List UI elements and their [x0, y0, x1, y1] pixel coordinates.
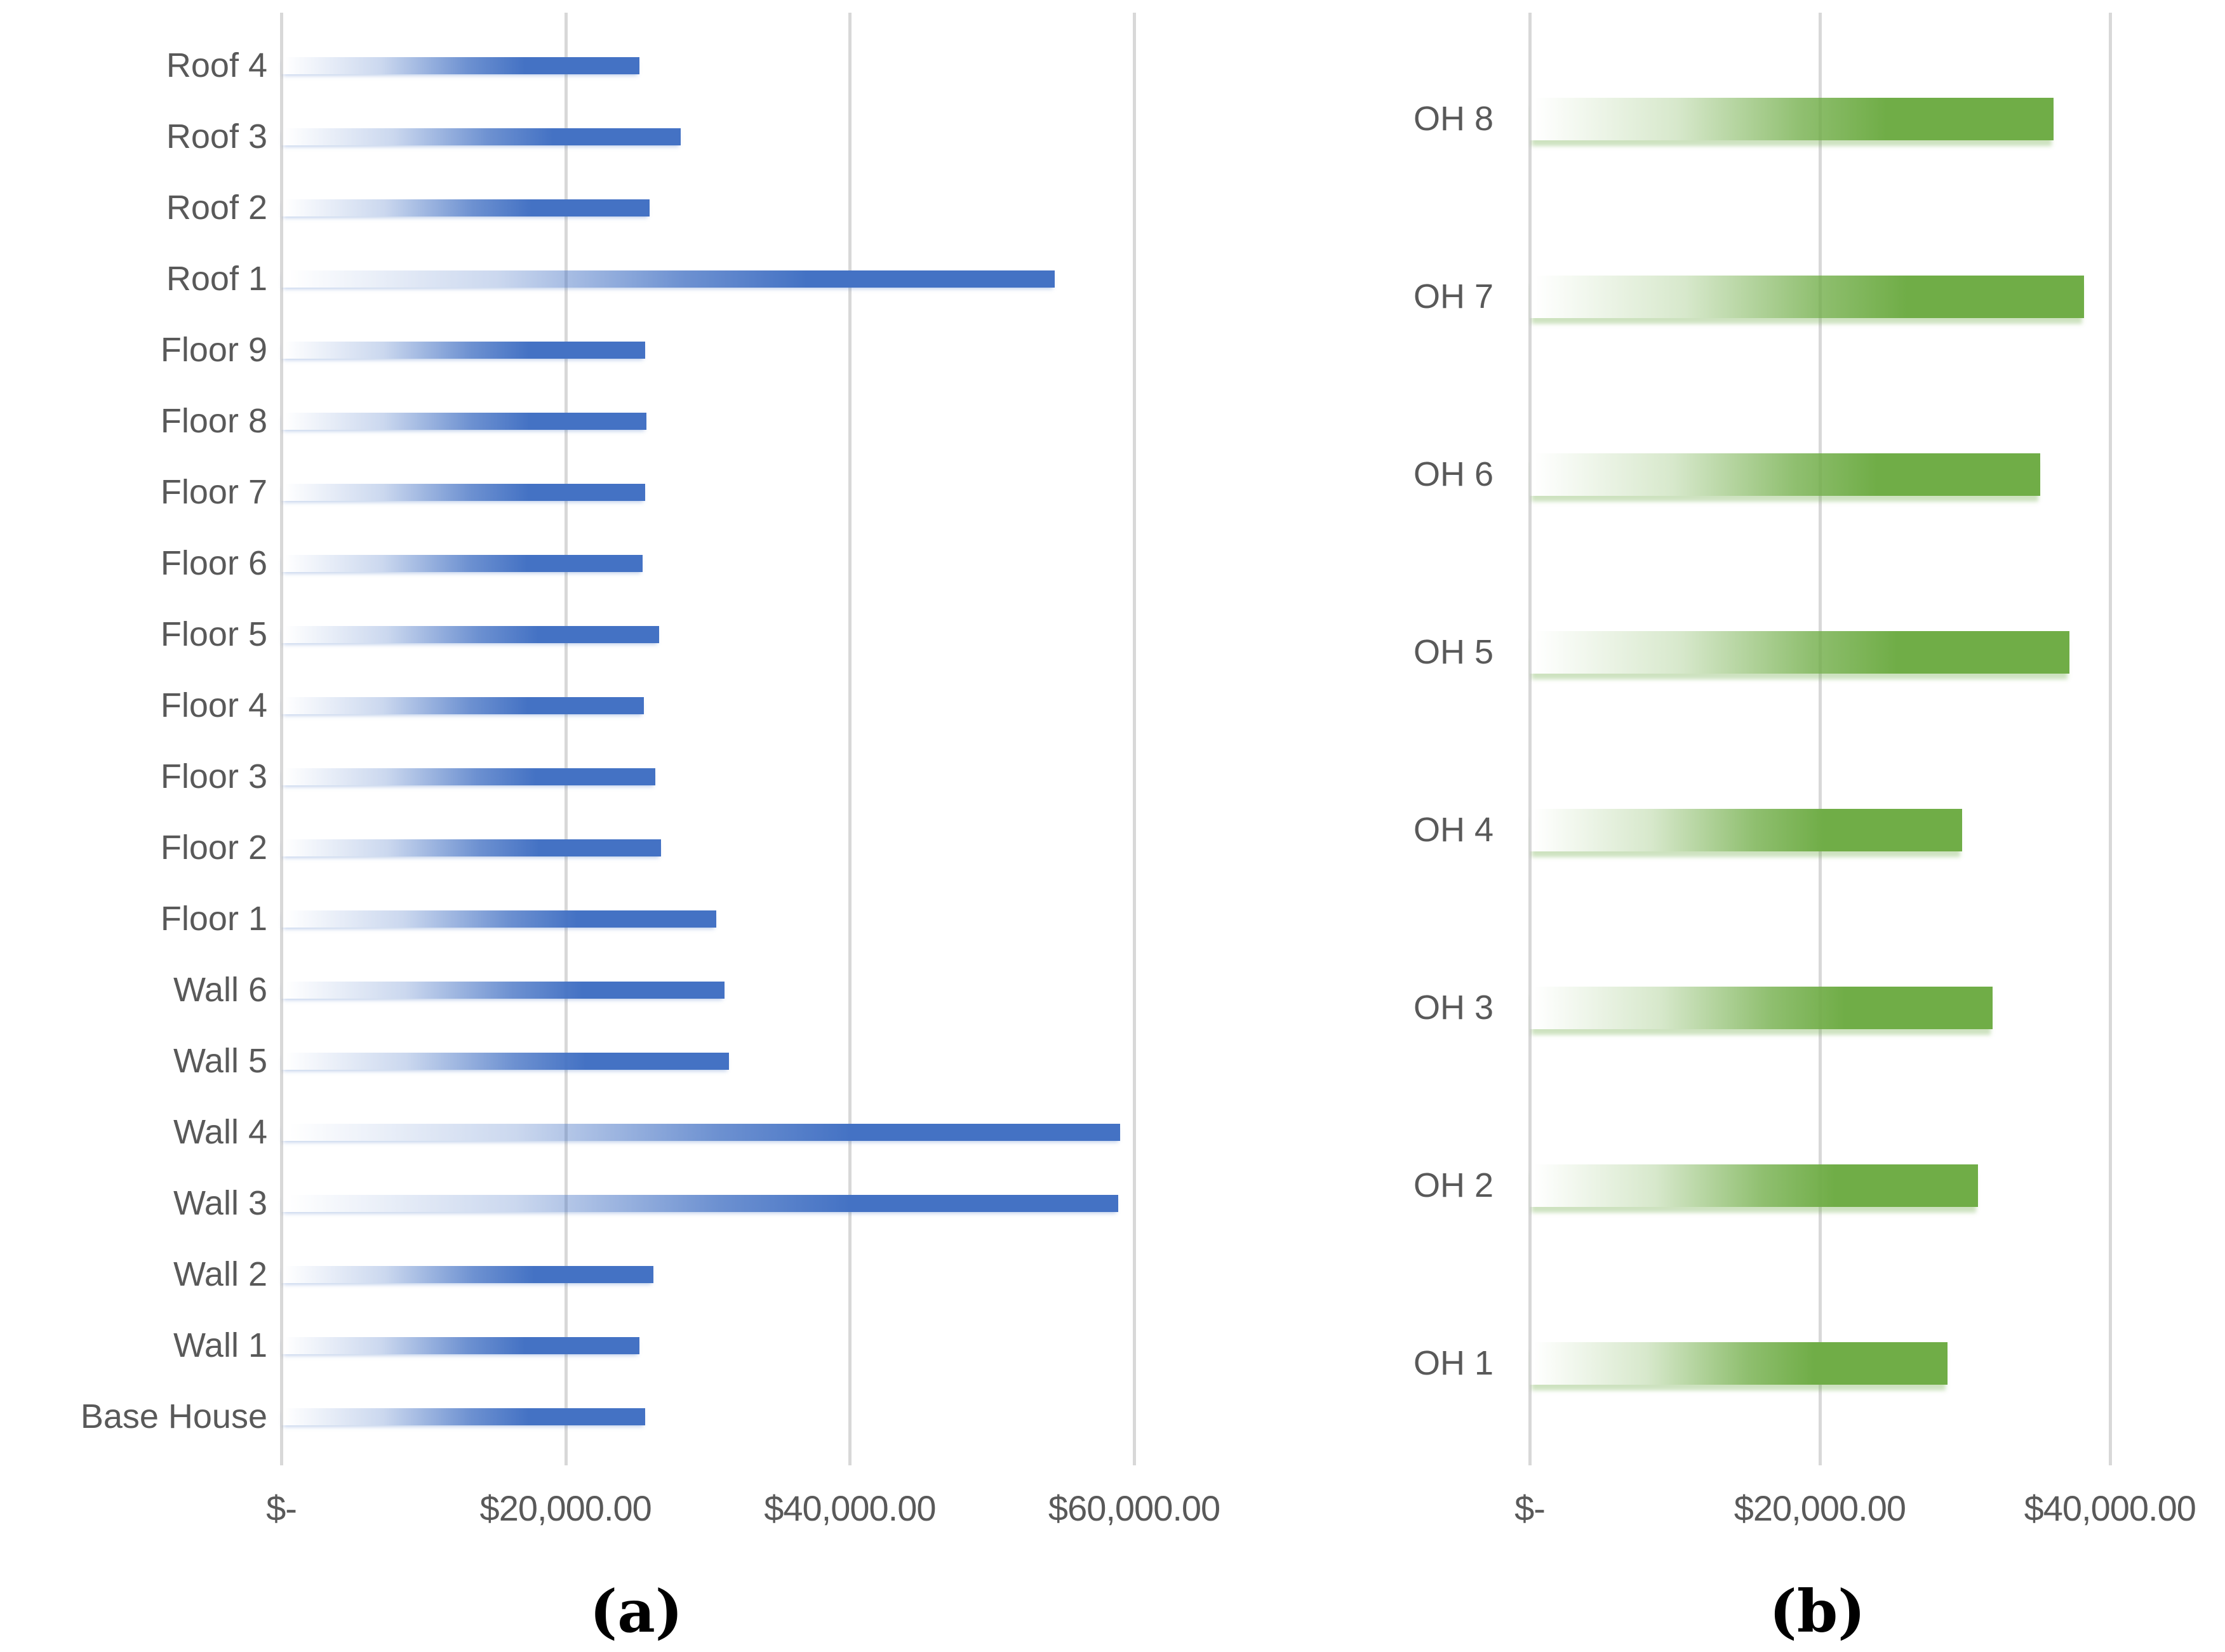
category-label: Floor 1 — [160, 900, 267, 938]
category-label: Floor 3 — [160, 757, 267, 796]
category-label: Roof 2 — [166, 189, 267, 227]
caption-a: (a) — [589, 1577, 683, 1646]
bar-wall-3 — [281, 1195, 1118, 1212]
category-label: OH 2 — [1413, 1166, 1493, 1204]
bar-roof-1 — [281, 270, 1055, 288]
category-label: OH 5 — [1413, 633, 1493, 671]
bar-floor-4 — [281, 697, 644, 714]
x-axis-tick-label: $40,000.00 — [2024, 1488, 2196, 1528]
bar-wall-1 — [281, 1337, 639, 1354]
bar-oh-5 — [1530, 631, 2069, 674]
category-label: Floor 8 — [160, 402, 267, 440]
bar-oh-8 — [1530, 98, 2054, 140]
bar-floor-5 — [281, 626, 659, 643]
gridline — [848, 13, 852, 1465]
category-label: Wall 4 — [173, 1113, 267, 1151]
category-label: Floor 9 — [160, 331, 267, 369]
bar-oh-1 — [1530, 1342, 1948, 1385]
bar-wall-6 — [281, 982, 725, 999]
bar-oh-3 — [1530, 987, 1993, 1029]
x-axis-tick-label: $40,000.00 — [764, 1488, 936, 1528]
bar-floor-3 — [281, 768, 655, 785]
bar-floor-2 — [281, 839, 661, 856]
bar-floor-1 — [281, 910, 716, 928]
category-label: Roof 1 — [166, 260, 267, 298]
bar-floor-9 — [281, 342, 645, 359]
category-label: Wall 1 — [173, 1326, 267, 1364]
category-label: Floor 2 — [160, 829, 267, 867]
bar-base-house — [281, 1408, 645, 1425]
bar-floor-8 — [281, 413, 646, 430]
x-axis-tick-label: $- — [1514, 1488, 1546, 1528]
category-label: Roof 4 — [166, 46, 267, 84]
category-label: OH 4 — [1413, 811, 1493, 849]
category-label: Wall 5 — [173, 1042, 267, 1080]
gridline — [1818, 13, 1822, 1465]
gridline — [280, 13, 283, 1465]
caption-b: (b) — [1769, 1577, 1866, 1646]
category-label: OH 8 — [1413, 100, 1493, 138]
category-label: Wall 3 — [173, 1184, 267, 1222]
bar-floor-6 — [281, 555, 643, 572]
bar-wall-2 — [281, 1266, 653, 1283]
category-label: Roof 3 — [166, 117, 267, 156]
x-axis-tick-label: $- — [266, 1488, 297, 1528]
gridline — [1133, 13, 1137, 1465]
bar-wall-5 — [281, 1053, 729, 1070]
category-label: Floor 5 — [160, 615, 267, 653]
gridline — [2108, 13, 2112, 1465]
bar-oh-7 — [1530, 276, 2084, 318]
gridline — [564, 13, 568, 1465]
category-label: Wall 2 — [173, 1255, 267, 1293]
category-label: Base House — [80, 1397, 267, 1436]
bar-roof-4 — [281, 57, 639, 74]
gridline — [1528, 13, 1532, 1465]
category-label: Floor 7 — [160, 473, 267, 511]
bar-oh-4 — [1530, 809, 1962, 851]
bar-roof-3 — [281, 128, 681, 145]
bar-wall-4 — [281, 1124, 1120, 1141]
category-label: OH 1 — [1413, 1344, 1493, 1382]
bar-oh-6 — [1530, 453, 2040, 496]
category-label: Floor 4 — [160, 686, 267, 724]
bar-roof-2 — [281, 199, 650, 216]
category-label: Floor 6 — [160, 544, 267, 582]
category-label: OH 6 — [1413, 455, 1493, 493]
category-label: OH 3 — [1413, 989, 1493, 1027]
x-axis-tick-label: $20,000.00 — [1734, 1488, 1906, 1528]
x-axis-tick-label: $20,000.00 — [479, 1488, 652, 1528]
category-label: OH 7 — [1413, 277, 1493, 316]
category-label: Wall 6 — [173, 971, 267, 1009]
bar-floor-7 — [281, 484, 645, 501]
bar-oh-2 — [1530, 1164, 1978, 1207]
x-axis-tick-label: $60,000.00 — [1048, 1488, 1220, 1528]
